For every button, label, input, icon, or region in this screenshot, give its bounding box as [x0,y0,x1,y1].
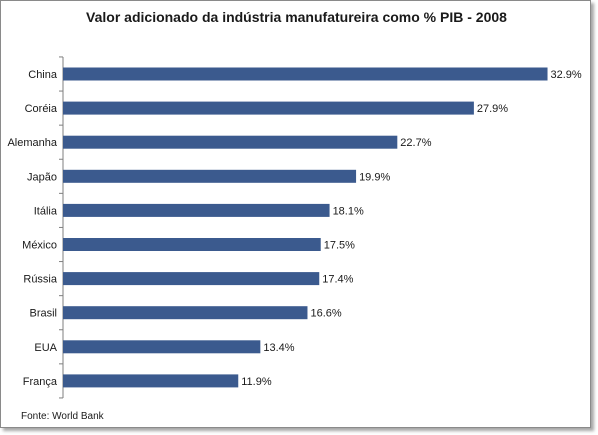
bar-coreia [63,101,474,115]
value-label-brasil: 16.6% [310,308,341,320]
value-label-italia: 18.1% [333,205,364,217]
bars-group: China 32.9% Coréia 27.9% Alemanha 22.7% Japão 1… [7,56,582,399]
bar-china [63,67,548,81]
bar-chart: China 32.9% Coréia 27.9% Alemanha 22.7% Japão 1… [7,56,582,399]
category-label-japao: Japão [27,171,57,183]
source-note: Fonte: World Bank [21,411,104,422]
category-label-china: China [28,69,58,81]
bar-russia [63,272,320,286]
category-label-franca: França [23,376,58,388]
category-label-italia: Itália [34,205,58,217]
value-label-coreia: 27.9% [477,103,508,115]
bar-italia [63,203,330,217]
category-label-eua: EUA [34,342,57,354]
value-label-alemanha: 22.7% [400,137,431,149]
chart-title: Valor adicionado da indústria manufature… [86,9,507,25]
category-label-russia: Rússia [23,274,58,286]
bar-alemanha [63,135,398,149]
bar-brasil [63,306,308,320]
category-label-alemanha: Alemanha [7,137,57,149]
value-label-franca: 11.9% [241,376,272,388]
value-label-mexico: 17.5% [324,240,355,252]
bar-franca [63,374,239,388]
bar-japao [63,169,357,183]
bar-mexico [63,238,321,251]
category-label-mexico: México [22,240,57,252]
category-label-brasil: Brasil [29,308,57,320]
chart-frame: Valor adicionado da indústria manufature… [0,0,591,428]
value-label-china: 32.9% [551,69,582,81]
bar-eua [63,340,261,354]
value-label-eua: 13.4% [263,342,294,354]
value-label-russia: 17.4% [322,274,353,286]
value-label-japao: 19.9% [359,171,390,183]
category-label-coreia: Coréia [25,103,58,115]
